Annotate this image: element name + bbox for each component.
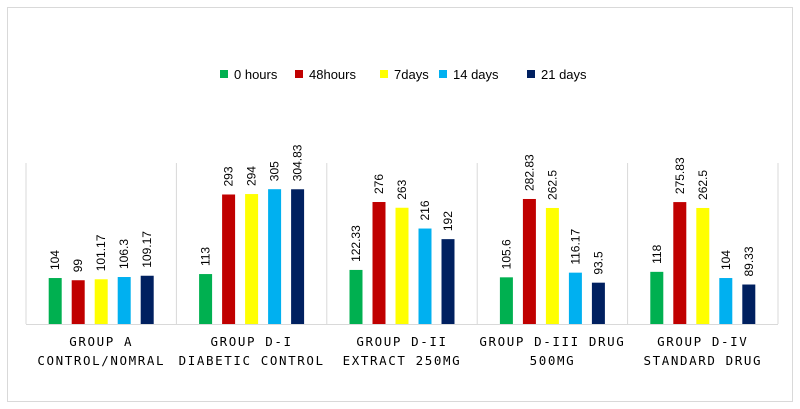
legend-label-1: 48hours xyxy=(309,67,356,82)
data-label-0-0: 104 xyxy=(48,250,62,270)
bar-0-1 xyxy=(71,280,85,324)
bar-4-3 xyxy=(719,278,733,324)
category-label-0-1: CONTROL/NOMRAL xyxy=(37,353,165,368)
bar-1-4 xyxy=(291,189,305,324)
data-label-4-4: 89.33 xyxy=(742,246,756,276)
category-labels: GROUP A CONTROL/NOMRAL GROUP D-I DIABETIC C… xyxy=(37,334,762,368)
bar-chart: 0 hours 48hours 7days 14 days 21 days 104 99 1… xyxy=(25,67,779,368)
bar-3-4 xyxy=(591,282,605,324)
data-label-1-2: 294 xyxy=(245,166,259,186)
data-label-2-2: 263 xyxy=(395,179,409,199)
bar-2-0 xyxy=(349,269,363,324)
bar-2-3 xyxy=(418,228,432,324)
bar-2-4 xyxy=(441,239,455,324)
legend-label-2: 7days xyxy=(394,67,429,82)
category-label-0-0: GROUP A xyxy=(69,334,133,349)
data-label-3-0: 105.6 xyxy=(499,239,513,269)
bar-1-2 xyxy=(245,194,259,324)
bar-4-0 xyxy=(650,271,664,324)
category-label-4-1: STANDARD DRUG xyxy=(643,353,762,368)
data-label-0-3: 106.3 xyxy=(117,239,131,269)
bar-3-1 xyxy=(522,198,536,324)
category-dividers xyxy=(25,163,779,324)
bars xyxy=(48,189,756,324)
data-label-1-4: 304.83 xyxy=(291,144,305,181)
data-label-0-2: 101.17 xyxy=(94,234,108,271)
data-label-1-1: 293 xyxy=(222,166,236,186)
data-label-3-3: 116.17 xyxy=(568,229,582,265)
category-label-1-1: DIABETIC CONTROL xyxy=(179,353,325,368)
data-label-4-0: 118 xyxy=(650,244,664,263)
data-label-2-4: 192 xyxy=(441,211,455,231)
data-label-3-1: 282.83 xyxy=(522,154,536,191)
data-label-4-2: 262.5 xyxy=(696,170,710,200)
data-label-1-0: 113 xyxy=(199,247,213,266)
data-label-0-4: 109.17 xyxy=(140,231,154,268)
category-label-2-0: GROUP D-II xyxy=(356,334,447,349)
chart-frame: 0 hours 48hours 7days 14 days 21 days 104 99 1… xyxy=(7,7,793,402)
bar-1-1 xyxy=(222,194,236,324)
category-label-1-0: GROUP D-I xyxy=(211,334,293,349)
bar-3-2 xyxy=(545,207,559,324)
legend-label-3: 14 days xyxy=(453,67,499,82)
legend-swatch-0 xyxy=(220,70,228,78)
legend-swatch-1 xyxy=(295,70,303,78)
data-label-3-2: 262.5 xyxy=(545,170,559,200)
bar-0-4 xyxy=(140,275,154,324)
bar-1-3 xyxy=(268,189,282,324)
bar-2-1 xyxy=(372,202,386,324)
category-label-3-0: GROUP D-III DRUG xyxy=(479,334,625,349)
category-label-2-1: EXTRACT 250MG xyxy=(343,353,462,368)
data-label-1-3: 305 xyxy=(268,161,282,181)
data-label-2-1: 276 xyxy=(372,174,386,194)
data-label-2-3: 216 xyxy=(418,200,432,220)
bar-2-2 xyxy=(395,207,409,324)
bar-3-0 xyxy=(499,277,513,324)
data-label-0-1: 99 xyxy=(71,259,85,273)
bar-1-0 xyxy=(199,274,213,324)
bar-4-4 xyxy=(742,284,756,324)
legend: 0 hours 48hours 7days 14 days 21 days xyxy=(220,67,587,82)
legend-swatch-3 xyxy=(439,70,447,78)
data-label-2-0: 122.33 xyxy=(349,225,363,262)
legend-swatch-2 xyxy=(380,70,388,78)
bar-0-0 xyxy=(48,278,62,324)
bar-0-2 xyxy=(94,279,108,324)
data-label-4-1: 275.83 xyxy=(673,157,687,194)
category-label-3-1: 500MG xyxy=(530,353,576,368)
data-labels: 104 99 101.17 106.3 109.17 113 293 294 305 304.83… xyxy=(48,144,756,276)
data-label-3-4: 93.5 xyxy=(591,251,605,275)
bar-4-1 xyxy=(673,202,687,324)
legend-label-4: 21 days xyxy=(541,67,587,82)
bar-4-2 xyxy=(696,207,710,324)
category-label-4-0: GROUP D-IV xyxy=(657,334,748,349)
data-label-4-3: 104 xyxy=(719,250,733,270)
bar-0-3 xyxy=(117,277,131,324)
bar-3-3 xyxy=(568,272,582,324)
legend-label-0: 0 hours xyxy=(234,67,278,82)
legend-swatch-4 xyxy=(527,70,535,78)
